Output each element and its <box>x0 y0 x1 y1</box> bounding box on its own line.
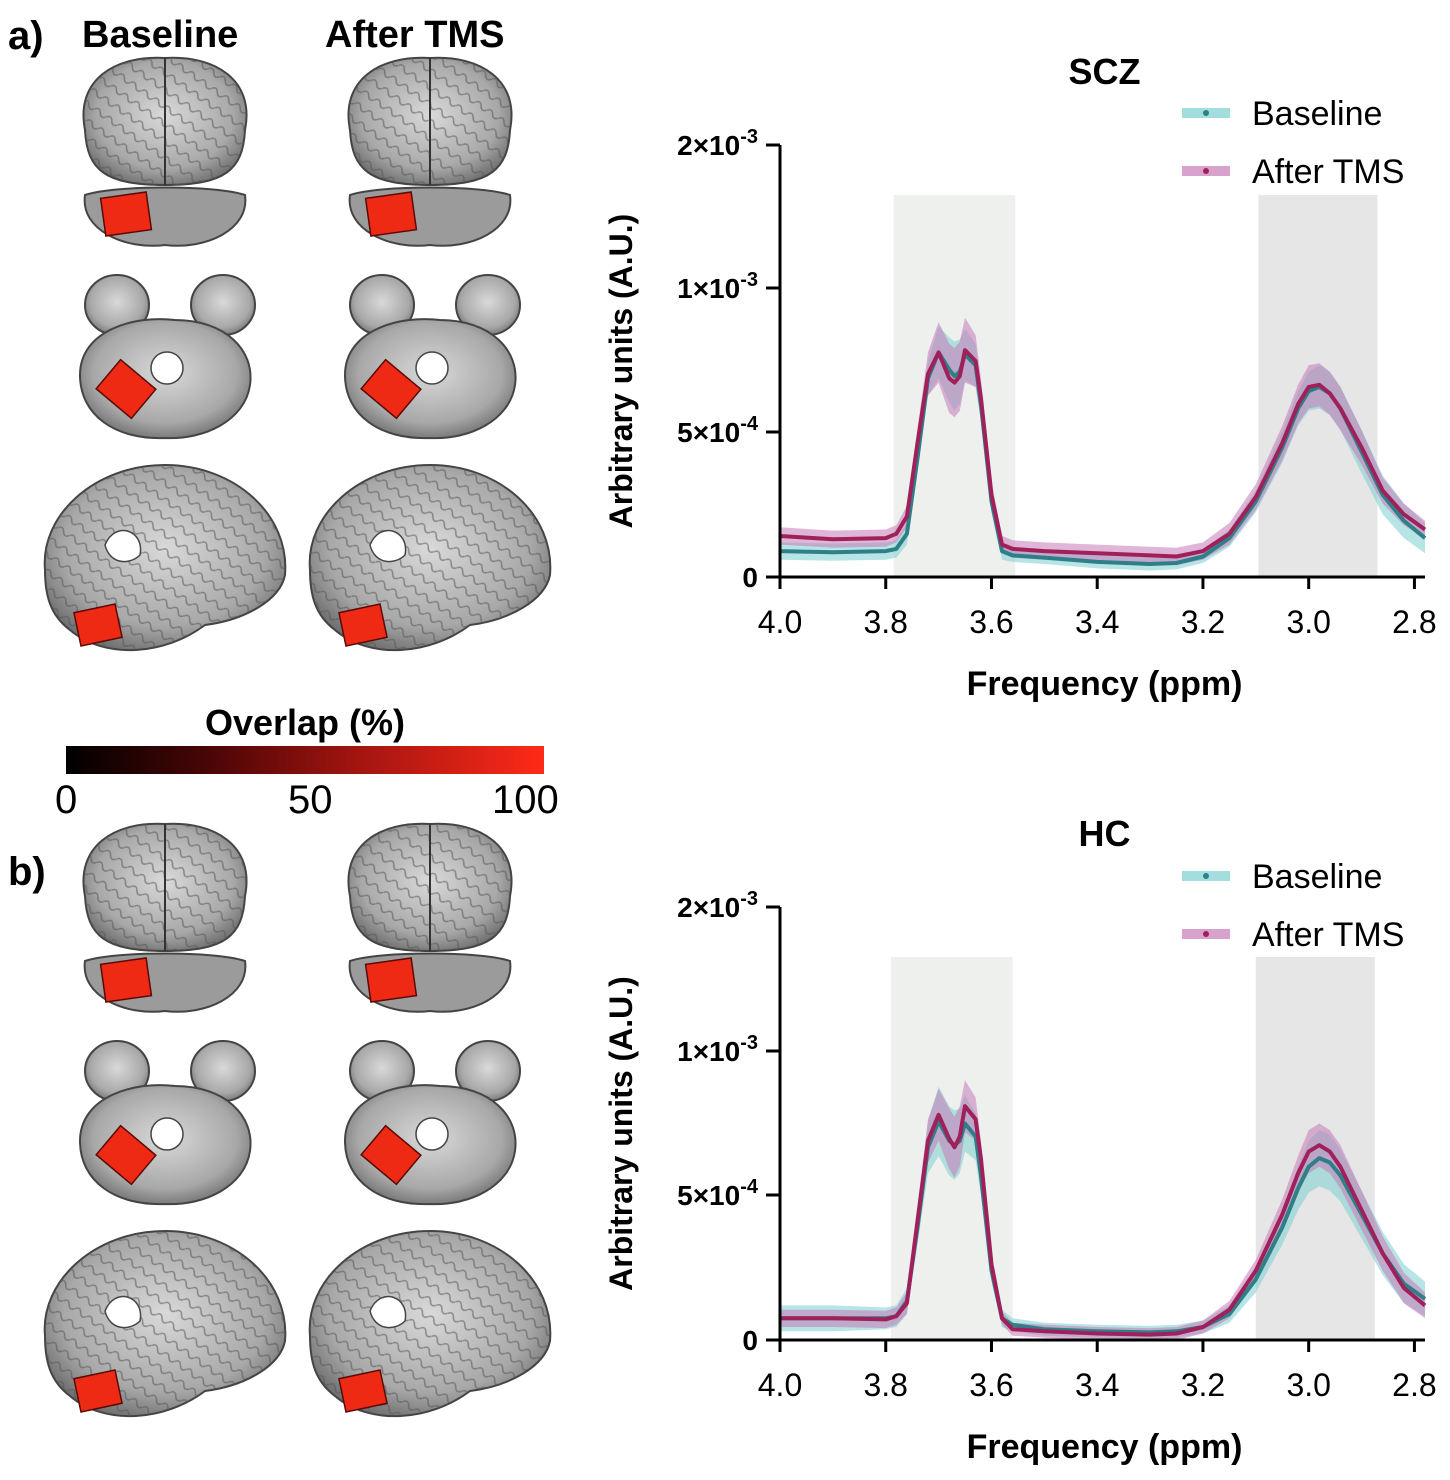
chart-scz-x-tick-label-3: 3.4 <box>1075 604 1119 640</box>
chart-scz-y-tick-label-0: 0 <box>742 562 758 593</box>
brain-b-after-tms-axial-roi <box>360 1124 422 1186</box>
chart-scz-x-tick-label-1: 3.8 <box>863 604 907 640</box>
chart-scz-plot: 4.0 3.8 3.6 3.4 3.2 3.0 2.8 0 5×10-4 1×10-3 2×10-3… <box>603 51 1437 703</box>
chart-hc-y-tick-label-0: 0 <box>742 1325 758 1356</box>
chart-scz-x-tick-label-6: 2.8 <box>1392 604 1436 640</box>
chart-hc-x-tick-label-4: 3.2 <box>1181 1367 1225 1403</box>
brain-b-baseline-sagittal-roi <box>73 1369 123 1413</box>
brain-mri-slices <box>43 56 552 1418</box>
chart-scz-y-tick-label-2: 1×10-3 <box>677 269 758 304</box>
panel-b-label: b) <box>8 850 46 894</box>
chart-hc-line-after-tms <box>780 1104 1427 1337</box>
chart-scz-y-tick-label-3: 2×10-3 <box>677 126 758 161</box>
brain-a-after-tms-axial <box>343 274 521 440</box>
brain-b-baseline-axial-roi <box>95 1124 157 1186</box>
chart-hc-y-tick-label-1: 5×10-4 <box>677 1176 759 1211</box>
colorbar-tick-0: 0 <box>55 778 78 822</box>
brain-a-baseline-sagittal-roi <box>73 603 123 647</box>
brain-a-baseline-coronal-roi <box>99 191 153 237</box>
chart-scz-y-tick-label-1: 5×10-4 <box>677 413 759 448</box>
chart-hc-line-baseline <box>780 1119 1427 1335</box>
brain-b-baseline-sagittal <box>43 1229 287 1418</box>
chart-scz-legend-label-1: After TMS <box>1252 153 1404 191</box>
chart-hc-band-after-tms <box>780 1080 1425 1340</box>
brain-b-after-tms-coronal <box>347 822 513 1013</box>
chart-hc-shaded-region-0 <box>891 957 1013 1340</box>
chart-scz-band-baseline <box>780 326 1425 571</box>
chart-hc-legend-swatch-1 <box>1182 929 1230 939</box>
chart-scz-line-after-tms <box>779 348 1427 559</box>
chart-hc-band-baseline <box>780 1086 1425 1339</box>
colorbar-tick-50: 50 <box>288 778 333 822</box>
chart-scz-legend-marker-1 <box>1203 168 1209 174</box>
brain-a-after-tms-axial-roi <box>360 358 422 420</box>
brain-a-baseline-sagittal <box>43 463 287 652</box>
chart-hc-x-tick-label-5: 3.0 <box>1286 1367 1330 1403</box>
chart-hc-y-tick-label-2: 1×10-3 <box>677 1032 758 1067</box>
brain-a-baseline-axial <box>78 274 256 440</box>
chart-hc-ylabel: Arbitrary units (A.U.) <box>603 976 639 1291</box>
colorbar-gradient <box>66 746 544 774</box>
chart-scz-shaded-region-0 <box>893 195 1016 577</box>
brain-b-after-tms-sagittal-roi <box>338 1369 388 1413</box>
chart-hc-legend-label-1: After TMS <box>1252 916 1404 954</box>
chart-scz-x-tick-label-2: 3.6 <box>969 604 1013 640</box>
chart-scz-band-after-tms <box>780 317 1425 566</box>
chart-hc-plot: 4.0 3.8 3.6 3.4 3.2 3.0 2.8 0 5×10-4 1×10-3 2×10-3… <box>603 813 1437 1466</box>
panel-a-label: a) <box>8 14 44 58</box>
chart-hc-title: HC <box>1079 813 1131 854</box>
chart-scz-legend-swatch-0 <box>1182 108 1230 118</box>
brain-a-after-tms-sagittal-roi <box>338 603 388 647</box>
chart-scz-title: SCZ <box>1069 51 1141 92</box>
brain-b-baseline-axial <box>78 1040 256 1206</box>
chart-hc-shaded-region-1 <box>1255 957 1375 1340</box>
chart-scz-x-tick-label-5: 3.0 <box>1286 604 1330 640</box>
chart-hc-x-tick-label-1: 3.8 <box>863 1367 907 1403</box>
chart-scz-x-tick-label-0: 4.0 <box>758 604 802 640</box>
chart-scz-xlabel: Frequency (ppm) <box>967 665 1243 703</box>
chart-hc-x-tick-label-2: 3.6 <box>969 1367 1013 1403</box>
chart-hc-legend-marker-1 <box>1203 931 1209 937</box>
chart-scz-legend-label-0: Baseline <box>1252 95 1382 133</box>
brain-a-after-tms-sagittal <box>308 463 552 652</box>
brain-b-after-tms-axial <box>343 1040 521 1206</box>
colorbar-tick-100: 100 <box>492 778 559 822</box>
chart-hc-legend-label-0: Baseline <box>1252 858 1382 896</box>
brain-b-baseline-coronal-roi <box>99 957 153 1003</box>
colorbar-title: Overlap (%) <box>204 702 406 743</box>
brain-a-baseline-axial-roi <box>95 358 157 420</box>
brain-b-baseline-coronal <box>82 822 248 1013</box>
chart-hc-x-tick-label-3: 3.4 <box>1075 1367 1119 1403</box>
chart-hc-x-tick-label-6: 2.8 <box>1392 1367 1436 1403</box>
chart-hc-y-tick-label-3: 2×10-3 <box>677 888 758 923</box>
chart-scz-x-tick-label-4: 3.2 <box>1181 604 1225 640</box>
chart-scz-legend-marker-0 <box>1203 110 1209 116</box>
chart-hc-x-tick-label-0: 4.0 <box>758 1367 802 1403</box>
column-title-after-tms: After TMS <box>325 14 505 56</box>
brain-a-after-tms-coronal <box>347 56 513 247</box>
chart-scz-line-baseline <box>779 350 1427 566</box>
brain-a-after-tms-coronal-roi <box>364 191 418 237</box>
brain-b-after-tms-coronal-roi <box>364 957 418 1003</box>
column-title-baseline: Baseline <box>82 14 239 56</box>
chart-hc-xlabel: Frequency (ppm) <box>967 1428 1243 1466</box>
chart-scz-legend-swatch-1 <box>1182 166 1230 176</box>
chart-scz-ylabel: Arbitrary units (A.U.) <box>603 214 639 529</box>
chart-hc-legend-marker-0 <box>1203 873 1209 879</box>
brain-a-baseline-coronal <box>82 56 248 247</box>
chart-hc-legend-swatch-0 <box>1182 871 1230 881</box>
brain-b-after-tms-sagittal <box>308 1229 552 1418</box>
chart-scz-shaded-region-1 <box>1258 195 1378 577</box>
